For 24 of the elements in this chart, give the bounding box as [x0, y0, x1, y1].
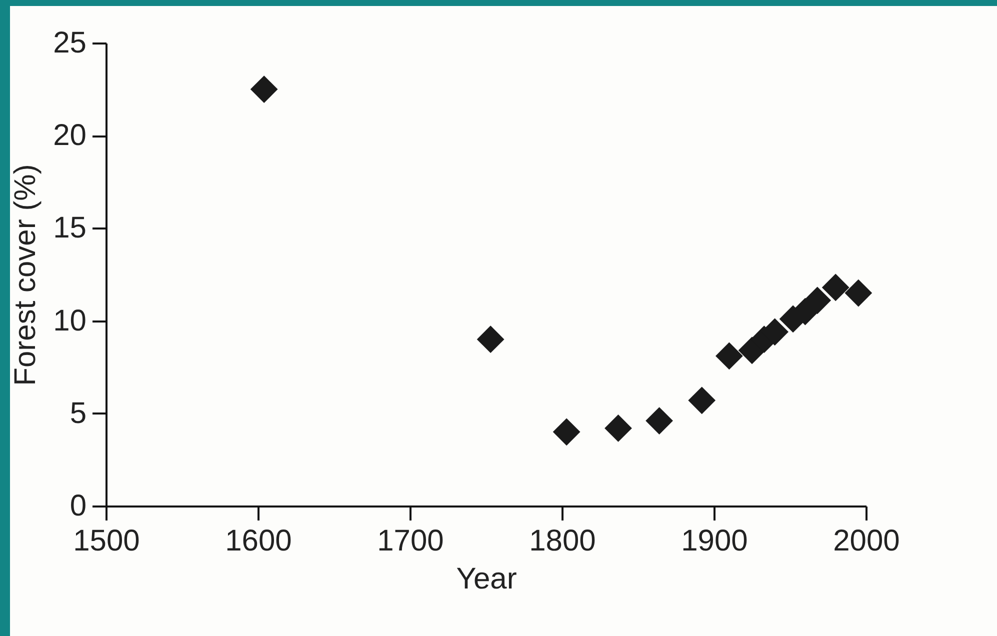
x-tick-label: 2000 — [833, 524, 900, 558]
y-tick-label: 0 — [70, 490, 86, 522]
point — [716, 342, 743, 370]
point — [646, 407, 673, 434]
point — [804, 286, 832, 314]
x-tick-label: 1600 — [225, 524, 292, 558]
point — [688, 386, 716, 414]
y-tick-label: 15 — [53, 212, 86, 245]
point — [844, 279, 872, 307]
point — [822, 274, 850, 302]
x-tick-label: 1500 — [73, 524, 140, 558]
point — [604, 414, 632, 442]
x-tick-label: 1900 — [681, 524, 748, 558]
y-axis-title: Forest cover (%) — [9, 164, 42, 386]
y-tick-label: 5 — [70, 396, 86, 430]
x-axis-title: Year — [456, 562, 517, 596]
point — [250, 76, 278, 103]
point — [552, 418, 580, 446]
point — [476, 326, 504, 354]
y-tick-label: 20 — [53, 119, 86, 152]
y-tick-label: 10 — [53, 304, 86, 338]
x-tick-label: 1700 — [377, 524, 444, 558]
y-tick-label: 25 — [53, 26, 86, 60]
x-tick-label: 1800 — [529, 524, 596, 558]
